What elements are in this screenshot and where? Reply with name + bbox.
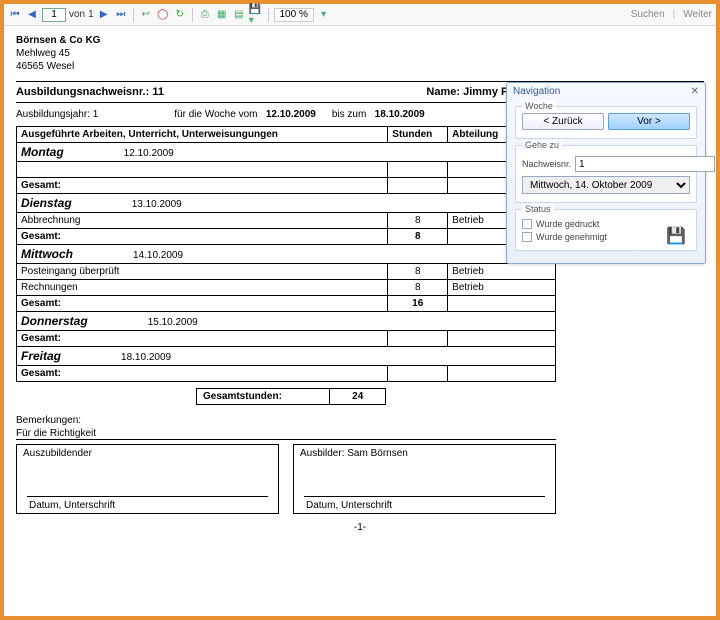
report-title-label: Ausbildungsnachweisnr.: xyxy=(16,86,149,98)
thu-total-label: Gesamt: xyxy=(17,331,388,347)
day-thu: Donnerstag xyxy=(21,314,88,328)
mon-total xyxy=(388,178,448,194)
navigation-panel: Navigation ✕ Woche < Zurück Vor > Gehe z… xyxy=(506,82,706,264)
date-thu: 15.10.2009 xyxy=(88,317,198,328)
nav-back-button[interactable]: < Zurück xyxy=(522,113,604,130)
tue-r1-hrs: 8 xyxy=(388,213,448,229)
wed-total: 16 xyxy=(388,296,448,312)
nav-date-select[interactable]: Mittwoch, 14. Oktober 2009 xyxy=(522,176,690,194)
layout-icon[interactable]: ▦ xyxy=(215,8,229,22)
zoom-input[interactable] xyxy=(274,8,314,22)
remarks-label: Bemerkungen: xyxy=(16,415,704,426)
save-icon[interactable]: 💾 xyxy=(664,224,688,248)
grand-total-value: 24 xyxy=(330,389,386,405)
of-total: 1 xyxy=(88,9,94,20)
nav-title: Navigation xyxy=(513,86,560,97)
week-to: 18.10.2009 xyxy=(375,109,425,120)
fri-total-label: Gesamt: xyxy=(17,366,388,382)
thu-total xyxy=(388,331,448,347)
wed-r2-hrs: 8 xyxy=(388,280,448,296)
last-page-icon[interactable]: ⏭ xyxy=(114,8,128,22)
grand-total-label: Gesamtstunden: xyxy=(197,389,330,405)
page-input[interactable] xyxy=(42,8,66,22)
tue-total-label: Gesamt: xyxy=(17,229,388,245)
col-desc: Ausgeführte Arbeiten, Unterricht, Unterw… xyxy=(17,127,388,143)
wed-total-label: Gesamt: xyxy=(17,296,388,312)
week-from: 12.10.2009 xyxy=(266,109,316,120)
next-link[interactable]: Weiter xyxy=(683,9,712,20)
date-tue: 13.10.2009 xyxy=(72,199,182,210)
name-label: Name: xyxy=(426,86,460,98)
next-page-icon[interactable]: ▶ xyxy=(97,8,111,22)
date-mon: 12.10.2009 xyxy=(64,148,174,159)
nav-approved-label: Wurde genehmigt xyxy=(536,232,607,242)
wed-r2-desc: Rechnungen xyxy=(17,280,388,296)
nav-nachweis-label: Nachweisnr. xyxy=(522,159,571,169)
nav-goto-label: Gehe zu xyxy=(522,140,562,150)
sig-trainer-label: Ausbilder: xyxy=(300,448,344,459)
mon-total-label: Gesamt: xyxy=(17,178,388,194)
nav-nachweis-input[interactable] xyxy=(575,156,715,172)
tue-total: 8 xyxy=(388,229,448,245)
year-label: Ausbildungsjahr: xyxy=(16,109,90,120)
search-link[interactable]: Suchen xyxy=(631,9,665,20)
back-icon[interactable]: ↩ xyxy=(139,8,153,22)
rightness-line: Für die Richtigkeit xyxy=(16,426,556,440)
signature-trainee: Auszubildender Datum, Unterschrift xyxy=(16,444,279,514)
stop-icon[interactable]: ◯ xyxy=(156,8,170,22)
week-to-label: bis zum xyxy=(332,109,366,120)
of-label: von xyxy=(69,9,85,20)
wed-r1-hrs: 8 xyxy=(388,264,448,280)
company-city: 46565 Wesel xyxy=(16,60,704,73)
sig-trainer-name: Sam Börnsen xyxy=(347,448,408,459)
tue-r1-desc: Abbrechnung xyxy=(17,213,388,229)
zoom-dropdown-icon[interactable]: ▾ xyxy=(317,8,331,22)
year-value: 1 xyxy=(93,109,99,120)
report-number: 11 xyxy=(152,86,164,98)
wed-r1-dept: Betrieb xyxy=(448,264,556,280)
toolbar-sep: | xyxy=(673,9,676,20)
page-number: -1- xyxy=(16,522,704,533)
sig-date-label-2: Datum, Unterschrift xyxy=(306,500,392,511)
week-from-label: für die Woche vom xyxy=(174,109,257,120)
refresh-icon[interactable]: ↻ xyxy=(173,8,187,22)
date-fri: 18.10.2009 xyxy=(61,352,171,363)
export-icon[interactable]: 💾▾ xyxy=(249,8,263,22)
wed-r1-desc: Posteingang überprüft xyxy=(17,264,388,280)
report-toolbar: ⏮ ◀ von 1 ▶ ⏭ ↩ ◯ ↻ ⎙ ▦ ▤ 💾▾ ▾ Suchen | … xyxy=(4,4,716,26)
report-table: Ausgeführte Arbeiten, Unterricht, Unterw… xyxy=(16,126,556,382)
date-wed: 14.10.2009 xyxy=(73,250,183,261)
close-icon[interactable]: ✕ xyxy=(691,86,699,97)
first-page-icon[interactable]: ⏮ xyxy=(8,8,22,22)
nav-status-label: Status xyxy=(522,204,554,214)
day-tue: Dienstag xyxy=(21,196,72,210)
col-hours: Stunden xyxy=(388,127,448,143)
signature-trainer: Ausbilder: Sam Börnsen Datum, Unterschri… xyxy=(293,444,556,514)
fri-total xyxy=(388,366,448,382)
nav-week-label: Woche xyxy=(522,101,556,111)
day-fri: Freitag xyxy=(21,349,61,363)
sig-date-label-1: Datum, Unterschrift xyxy=(29,500,115,511)
nav-forward-button[interactable]: Vor > xyxy=(608,113,690,130)
page-setup-icon[interactable]: ▤ xyxy=(232,8,246,22)
wed-r2-dept: Betrieb xyxy=(448,280,556,296)
prev-page-icon[interactable]: ◀ xyxy=(25,8,39,22)
company-name: Börnsen & Co KG xyxy=(16,34,704,47)
day-wed: Mittwoch xyxy=(21,247,73,261)
grand-total: Gesamtstunden:24 xyxy=(196,388,386,405)
nav-printed-label: Wurde gedruckt xyxy=(536,219,599,229)
company-street: Mehlweg 45 xyxy=(16,47,704,60)
day-mon: Montag xyxy=(21,145,64,159)
sig-trainee-label: Auszubildender xyxy=(23,448,272,459)
print-icon[interactable]: ⎙ xyxy=(198,8,212,22)
